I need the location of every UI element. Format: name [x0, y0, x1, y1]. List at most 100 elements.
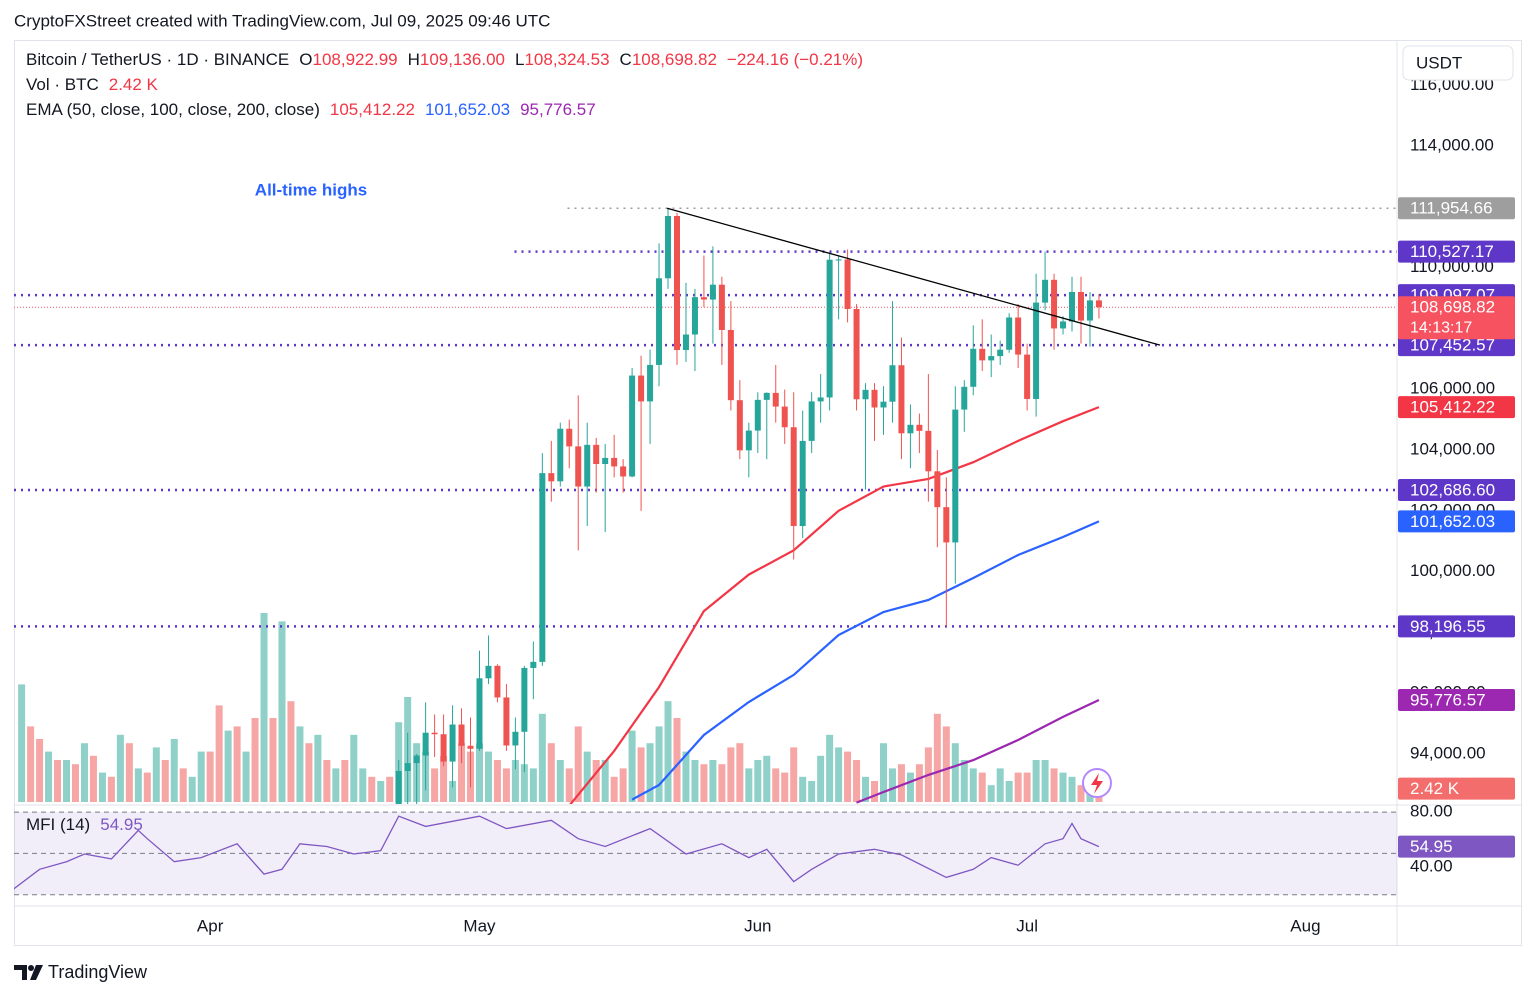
volume-bar [386, 776, 394, 802]
volume-bar [152, 747, 160, 802]
volume-bar [1077, 785, 1085, 802]
volume-bar [440, 755, 448, 802]
replay-icon[interactable] [1082, 768, 1112, 798]
price-badge [1398, 777, 1515, 800]
volume-bar [691, 760, 699, 802]
price-badge-label: 107,452.57 [1410, 336, 1495, 355]
ohlc-key: O [299, 50, 313, 69]
volume-bar [987, 785, 995, 802]
mfi-value: 54.95 [100, 815, 143, 834]
ema-line [856, 699, 1100, 804]
candle-body [1086, 300, 1093, 321]
volume-bar [933, 713, 941, 802]
volume-bar [754, 760, 762, 802]
volume-bar [475, 743, 483, 802]
volume-bar [125, 743, 133, 802]
candle-body [1060, 321, 1067, 329]
volume-bar [700, 764, 708, 802]
badges: 111,954.66110,527.17109,097.07107,452.57… [1398, 197, 1515, 858]
price-badge [1398, 197, 1515, 220]
candle-body [413, 755, 420, 764]
volume-bar [1041, 760, 1049, 802]
candle-body [907, 424, 914, 434]
candle-body [889, 365, 896, 402]
ohlc-item: L108,324.53 [515, 50, 610, 70]
volume-bar [736, 743, 744, 802]
volume-bar [709, 760, 717, 802]
candle-body [808, 401, 815, 441]
volume-bar [906, 772, 914, 802]
candle-body [1024, 354, 1031, 399]
volume-bar [242, 751, 250, 802]
currency-button[interactable] [1402, 45, 1514, 81]
volume-bar [188, 776, 196, 802]
candle-body [790, 427, 797, 527]
volume-bar [458, 743, 466, 802]
volume-bar [269, 718, 277, 802]
mfi-line [14, 815, 1100, 890]
candle-body [727, 329, 734, 401]
price-badge-label: 102,686.60 [1410, 480, 1495, 499]
candle-body [422, 732, 429, 756]
candle-body [593, 444, 600, 465]
price-badge [1398, 688, 1515, 711]
price-badge-label: 101,652.03 [1410, 512, 1495, 531]
price-badge [1398, 396, 1515, 419]
x-tick-label: Jul [1016, 916, 1038, 935]
volume-bar [888, 768, 896, 802]
volume-bar [502, 768, 510, 802]
volume-bar [529, 768, 537, 802]
volume-bar [682, 751, 690, 802]
candle-body [772, 392, 779, 407]
volume-bar [835, 747, 843, 802]
y-tick-label: 100,000.00 [1410, 561, 1495, 580]
price-badge-label: 2.42 K [1410, 779, 1460, 798]
price-badge-label: 108,698.82 [1410, 298, 1495, 317]
volume-bar [143, 772, 151, 802]
x-tick-label: Jun [744, 916, 771, 935]
volume-bar [960, 760, 968, 802]
volume-bar [116, 734, 124, 802]
volume-bar [89, 755, 97, 802]
volume-bar [107, 776, 115, 802]
y-tick-label: 114,000.00 [1410, 136, 1494, 155]
price-badge-label: 110,527.17 [1410, 242, 1494, 261]
volume-bar [583, 751, 591, 802]
candle-body [611, 457, 618, 467]
volume-bar [772, 768, 780, 802]
candle-body [763, 392, 770, 400]
volume-bar [565, 768, 573, 802]
currency[interactable]: USDT [1416, 53, 1462, 72]
candle-body [970, 348, 977, 387]
candle-body [548, 473, 555, 482]
mfi-tick-label: 40.00 [1410, 857, 1453, 876]
candle-body [521, 667, 528, 732]
volume-bar [574, 726, 582, 802]
volume-bar [745, 768, 753, 802]
candle-body [880, 401, 887, 408]
price-badge [1398, 615, 1515, 638]
candle-body [602, 457, 609, 465]
ema-line [631, 520, 1100, 801]
volume-bar [718, 764, 726, 802]
candle-body [458, 724, 465, 746]
volume-bar [314, 734, 322, 802]
ohlc-key: C [619, 50, 632, 69]
volume-bar [323, 760, 331, 802]
volume-bar [1050, 768, 1058, 802]
volume-bar [45, 751, 53, 802]
candle-body [943, 507, 950, 543]
volume-bar [637, 747, 645, 802]
candle-body [835, 259, 842, 261]
volume-bar [341, 760, 349, 802]
volume-bar [790, 747, 798, 802]
countdown: 14:13:17 [1410, 319, 1472, 336]
candle-body [1077, 291, 1084, 321]
volume-bar [808, 781, 816, 802]
volume-bar [206, 751, 214, 802]
volume-bar [1005, 781, 1013, 802]
ema-title: EMA (50, close, 100, close, 200, close) [26, 100, 320, 119]
volume-bar [996, 768, 1004, 802]
candle-body [979, 348, 986, 361]
price-badge-label: 95,776.57 [1410, 690, 1486, 709]
